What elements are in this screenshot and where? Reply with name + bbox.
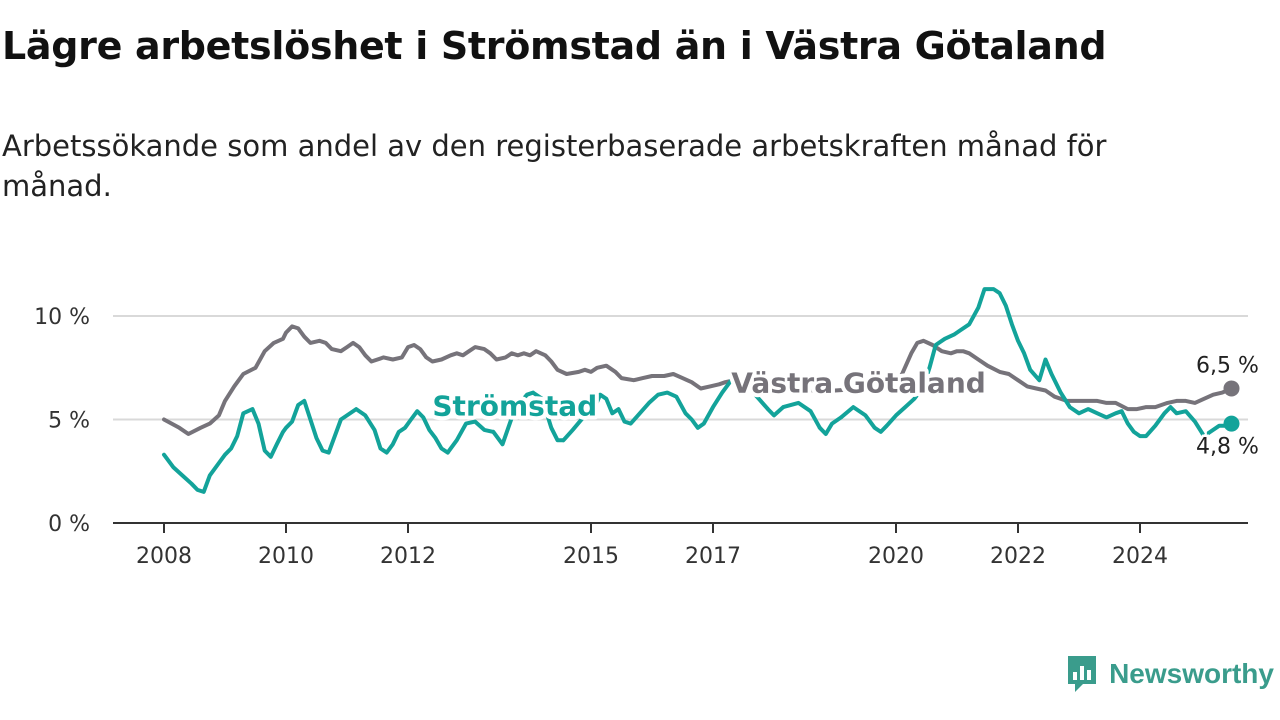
series-line-västra-götaland: [891, 338, 1234, 412]
end-point: [1223, 415, 1240, 432]
newsworthy-logo-icon: [1068, 656, 1097, 692]
x-tick-label: 2022: [990, 544, 1046, 569]
series-line-västra-götaland: [162, 324, 752, 436]
y-tick-label: 5 %: [48, 409, 90, 434]
series-line-västra-götaland: [747, 382, 895, 393]
chart-subtitle: Arbetssökande som andel av den registerb…: [2, 129, 1107, 203]
series-line-strömstad: [765, 405, 786, 418]
series-line-strömstad: [561, 378, 752, 443]
chart-title: Lägre arbetslöshet i Strömstad än i Väst…: [2, 24, 1107, 68]
x-tick-label: 2015: [563, 544, 619, 569]
brand-name: Newsworthy: [1109, 658, 1274, 689]
y-tick-label: 0 %: [48, 512, 90, 537]
x-tick-label: 2024: [1112, 544, 1168, 569]
end-point: [1223, 380, 1240, 397]
series-label: Strömstad: [432, 389, 597, 422]
series-label: Västra Götaland: [731, 367, 986, 400]
end-value-label: 6,5 %: [1196, 353, 1259, 378]
series-line-stromstad: [446, 419, 494, 454]
series-line-strömstad: [817, 415, 844, 436]
series-line-strömstad: [872, 287, 1234, 439]
series-line-stromstad: [748, 387, 770, 411]
series-line-stromstad: [531, 390, 564, 443]
newsworthy-brand: Newsworthy: [1065, 654, 1274, 694]
series-line-stromstad: [839, 405, 877, 429]
y-tick-label: 10 %: [34, 305, 90, 330]
series-line-stromstad: [782, 400, 822, 429]
series-line-strömstad: [491, 390, 535, 447]
x-tick-label: 2020: [868, 544, 924, 569]
x-tick-label: 2017: [685, 544, 741, 569]
x-tick-label: 2012: [380, 544, 436, 569]
x-tick-label: 2008: [136, 544, 192, 569]
x-tick-label: 2010: [258, 544, 314, 569]
series-line-strömstad: [162, 398, 450, 494]
end-value-label: 4,8 %: [1196, 435, 1259, 460]
